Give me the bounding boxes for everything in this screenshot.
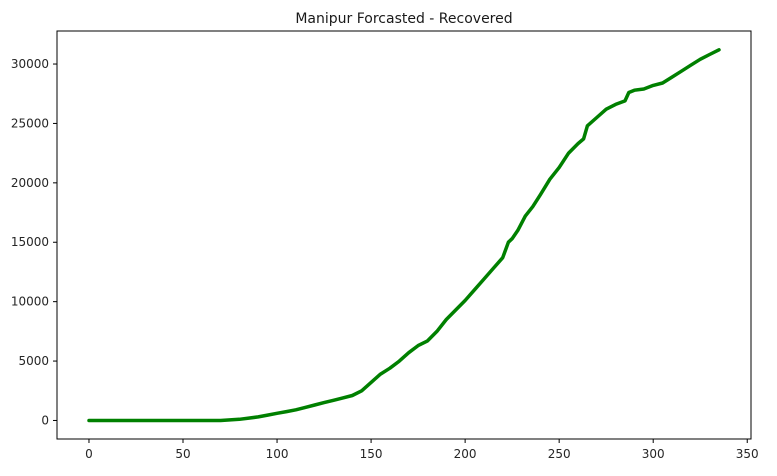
chart-title: Manipur Forcasted - Recovered [295, 11, 512, 27]
series-layer [87, 48, 721, 423]
x-tick-label: 50 [175, 447, 190, 461]
y-tick-label: 0 [41, 413, 49, 427]
x-tick-label: 300 [642, 447, 665, 461]
x-tick-label: 0 [85, 447, 93, 461]
y-tick-label: 25000 [11, 116, 49, 130]
x-tick-label: 250 [548, 447, 571, 461]
y-tick-label: 30000 [11, 57, 49, 71]
plot-area-frame [56, 30, 752, 440]
series-line [87, 48, 721, 423]
x-tick-label: 150 [360, 447, 383, 461]
y-axis: 0 5000 10000 15000 20000 25000 30000 [11, 57, 57, 427]
x-tick-label: 350 [736, 447, 759, 461]
y-tick-label: 10000 [11, 295, 49, 309]
y-tick-label: 20000 [11, 176, 49, 190]
y-tick-label: 15000 [11, 235, 49, 249]
x-axis: 0 50 100 150 200 250 300 350 [85, 439, 759, 461]
x-tick-label: 100 [266, 447, 289, 461]
y-tick-label: 5000 [18, 354, 49, 368]
x-tick-label: 200 [454, 447, 477, 461]
